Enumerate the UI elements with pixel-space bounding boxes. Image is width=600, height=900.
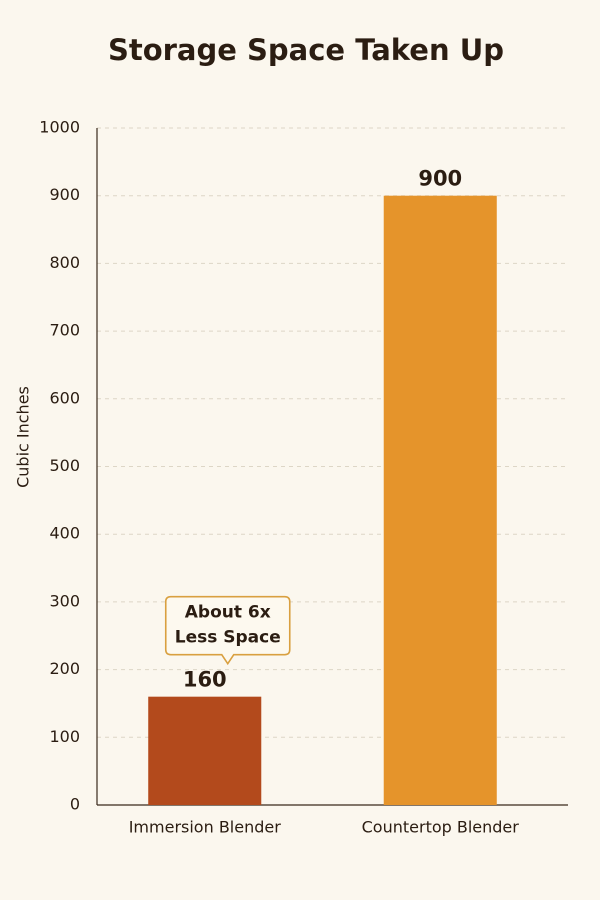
y-tick-label: 400 [49,524,80,543]
y-tick-label: 100 [49,727,80,746]
y-tick-label: 200 [49,659,80,678]
y-axis-label: Cubic Inches [14,386,33,488]
y-tick-label: 800 [49,253,80,272]
y-tick-label: 900 [49,185,80,204]
chart-title: Storage Space Taken Up [108,33,504,67]
value-label: 900 [418,167,462,191]
y-tick-label: 300 [49,591,80,610]
y-tick-label: 700 [49,321,80,340]
annotation-text: Less Space [175,628,281,648]
x-tick-label: Countertop Blender [362,818,520,837]
value-label: 160 [183,668,227,692]
y-tick-label: 500 [49,456,80,475]
bar [383,195,497,805]
annotation-text: About 6x [185,603,271,623]
bar [148,696,262,805]
x-tick-label: Immersion Blender [129,818,282,837]
y-tick-label: 0 [70,795,80,814]
y-tick-label: 600 [49,388,80,407]
annotation-box [164,595,291,666]
y-tick-label: 1000 [39,118,80,137]
